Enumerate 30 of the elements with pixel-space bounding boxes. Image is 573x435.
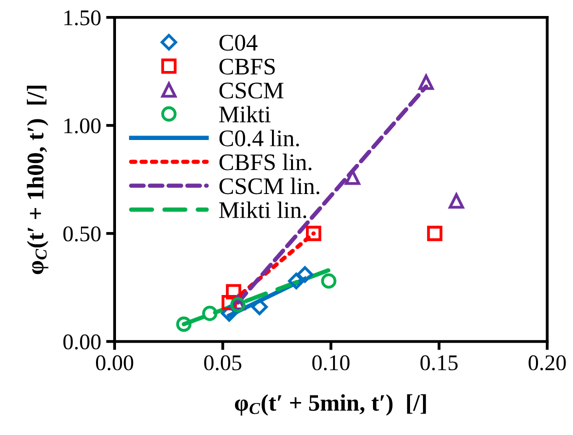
legend-label: CSCM: [219, 82, 284, 99]
point: [418, 74, 434, 90]
y-tick-label: 1.00: [64, 118, 101, 134]
legend-label: Mikti lin.: [219, 201, 306, 218]
point: [448, 193, 464, 209]
point: [176, 316, 192, 332]
legend-label: CBFS: [219, 58, 275, 75]
y-tick-label: 0.00: [63, 334, 101, 350]
y-tick-label: 1.50: [64, 10, 101, 26]
x-tick-label: 0.05: [204, 355, 242, 370]
point: [321, 273, 336, 289]
point: [202, 306, 218, 322]
point: [296, 266, 314, 283]
legend-label: CBFS lin.: [219, 154, 312, 170]
x-axis-title: φ$_{C}$(t′ + 5min, t′) [/]: [234, 394, 426, 416]
x-tick-label: 0.10: [312, 355, 350, 370]
point: [427, 226, 442, 242]
x-tick-label: 0.20: [528, 355, 566, 370]
point: [306, 226, 322, 242]
point: [344, 170, 360, 185]
y-tick-label: 0.50: [63, 226, 101, 242]
point: [288, 272, 305, 290]
legend-label: CSCM lin.: [219, 178, 320, 194]
legend-label: Mikti: [219, 106, 271, 122]
x-tick-label: 0.15: [420, 355, 458, 370]
legend-label: C0.4 lin.: [219, 130, 299, 146]
point: [251, 298, 268, 316]
legend-label: C04: [219, 34, 258, 51]
y-axis-title: φ$_{C}$(t′ + 1h00, t′) [/]: [26, 86, 48, 274]
x-tick-label: 0.00: [96, 355, 134, 370]
